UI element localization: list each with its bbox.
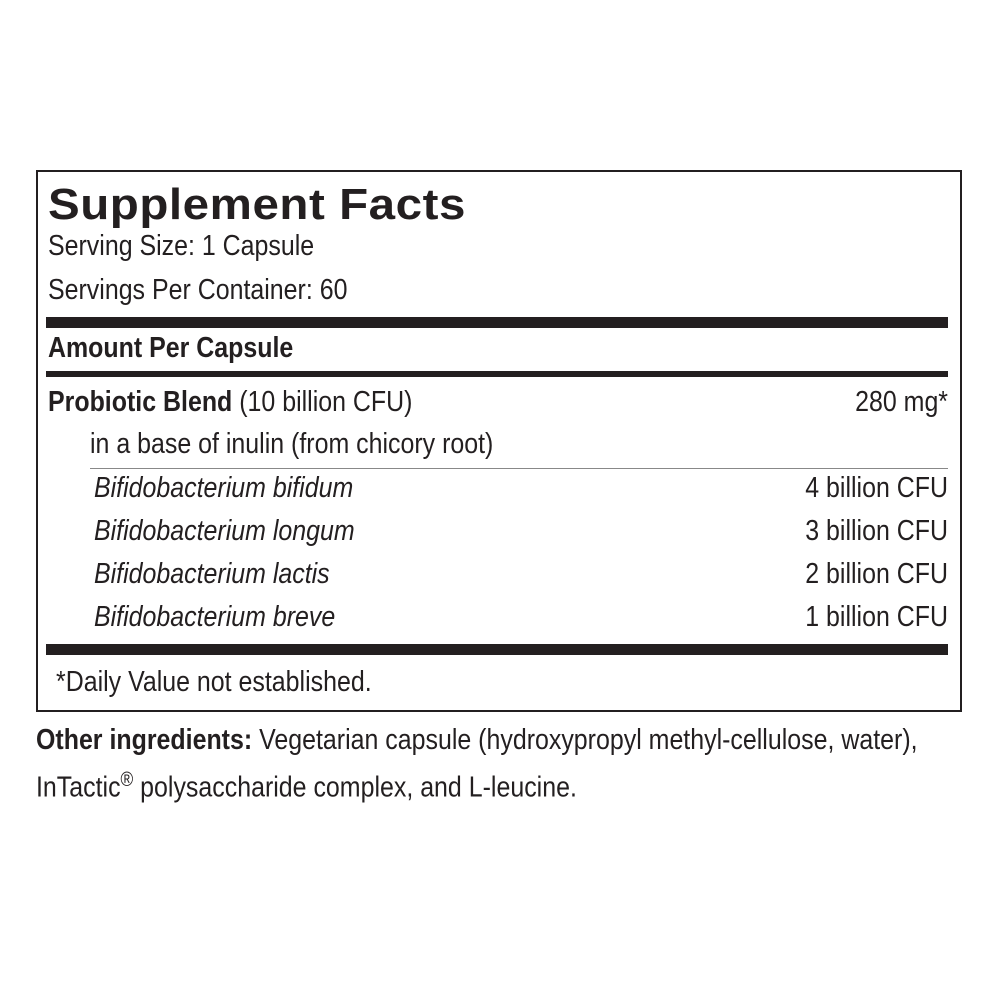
strain-name: Bifidobacterium longum (94, 515, 355, 547)
supplement-facts-panel: Supplement Facts Serving Size: 1 Capsule… (36, 170, 962, 712)
servings-per-container: Servings Per Container: 60 (48, 274, 348, 306)
other-ingredients-text-2: polysaccharide complex, and L-leucine. (133, 771, 577, 804)
serving-size: Serving Size: 1 Capsule (48, 230, 315, 262)
blend-amount: 280 mg* (855, 386, 948, 418)
strain-amount: 3 billion CFU (805, 515, 948, 547)
panel-title: Supplement Facts (48, 180, 466, 229)
other-ingredients-text: Vegetarian capsule (hydroxypropyl methyl… (36, 724, 918, 804)
blend-name: Probiotic Blend (48, 386, 233, 418)
thick-divider (46, 317, 948, 328)
strain-amount: 2 billion CFU (805, 558, 948, 590)
footnote: *Daily Value not established. (56, 666, 372, 698)
registered-mark: ® (120, 769, 134, 791)
strain-name: Bifidobacterium breve (94, 601, 336, 633)
thick-divider-bottom (46, 644, 948, 655)
blend-row: Probiotic Blend (10 billion CFU) (48, 386, 412, 419)
strain-name: Bifidobacterium lactis (94, 558, 330, 590)
strain-amount: 4 billion CFU (805, 472, 948, 504)
thin-divider (90, 468, 948, 469)
strain-name: Bifidobacterium bifidum (94, 472, 354, 504)
amount-header: Amount Per Capsule (48, 332, 294, 364)
strain-amount: 1 billion CFU (805, 601, 948, 633)
blend-base: in a base of inulin (from chicory root) (90, 428, 494, 460)
medium-divider (46, 371, 948, 377)
blend-detail: (10 billion CFU) (239, 386, 413, 418)
other-ingredients-label: Other ingredients: (36, 724, 253, 756)
other-ingredients: Other ingredients: Vegetarian capsule (h… (36, 720, 965, 808)
